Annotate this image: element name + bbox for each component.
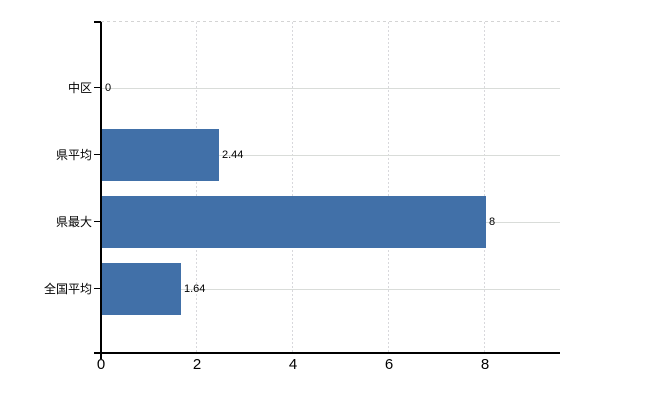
category-label: 県最大 <box>55 215 92 229</box>
bar <box>102 129 219 181</box>
x-axis-tick-label: 8 <box>480 356 490 373</box>
bar <box>102 263 181 315</box>
y-axis-tick <box>94 154 101 155</box>
category-label: 中区 <box>67 81 92 95</box>
y-axis-line <box>100 22 102 359</box>
category-label: 県平均 <box>55 148 92 162</box>
x-axis-tick-label: 6 <box>384 356 394 373</box>
y-axis-top-tick <box>94 21 101 23</box>
vertical-gridline <box>292 22 293 353</box>
horizontal-gridline <box>102 155 560 156</box>
x-axis-tick-label: 0 <box>96 356 106 373</box>
vertical-gridline <box>484 22 485 353</box>
value-label: 2.44 <box>222 149 244 161</box>
value-label: 1.64 <box>184 283 206 295</box>
category-label: 全国平均 <box>43 282 92 296</box>
bar <box>102 196 486 248</box>
horizontal-gridline <box>102 289 560 290</box>
vertical-gridline <box>388 22 389 353</box>
y-axis-tick <box>94 87 101 88</box>
plot-top-border <box>101 21 560 22</box>
y-axis-tick <box>94 288 101 289</box>
x-axis-line <box>94 352 560 354</box>
x-axis-tick-label: 2 <box>192 356 202 373</box>
value-label: 8 <box>489 216 496 228</box>
vertical-gridline <box>196 22 197 353</box>
value-label: 0 <box>105 82 112 94</box>
y-axis-tick <box>94 221 101 222</box>
x-axis-tick-label: 4 <box>288 356 298 373</box>
horizontal-gridline <box>102 88 560 89</box>
